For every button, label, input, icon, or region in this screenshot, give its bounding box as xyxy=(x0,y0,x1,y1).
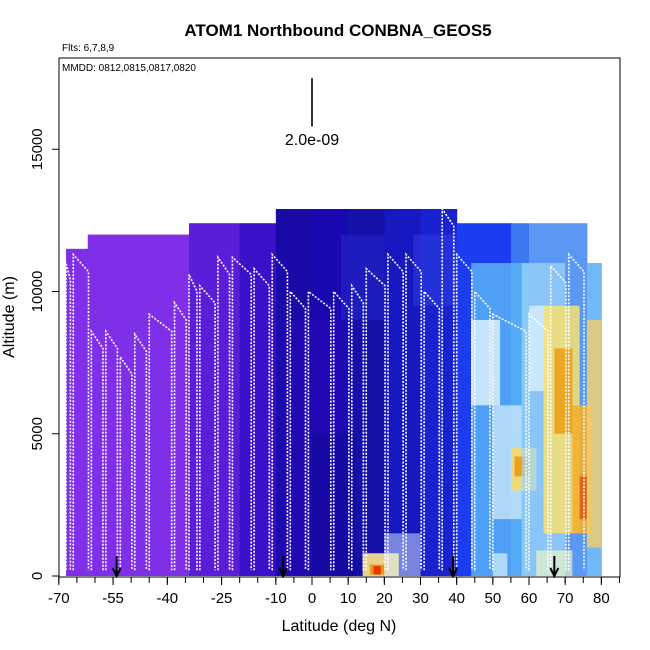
curtain-patch xyxy=(492,553,508,576)
arrow-markers xyxy=(111,556,560,579)
x-tick-label: 0 xyxy=(308,590,316,607)
y-axis-label: Altitude (m) xyxy=(1,276,18,358)
arrow-head xyxy=(448,567,458,579)
x-tick-label: -40 xyxy=(156,590,178,607)
chart-title: ATOM1 Northbound CONBNA_GEOS5 xyxy=(184,21,491,40)
flights-label: Flts: 6,7,8,9 xyxy=(62,43,115,54)
x-tick-label: -70 xyxy=(48,590,70,607)
curtain-patch xyxy=(471,319,501,406)
x-tick-label: -25 xyxy=(211,590,233,607)
x-tick-label: 60 xyxy=(521,590,538,607)
x-tick-label: 70 xyxy=(557,590,574,607)
curtain-column xyxy=(87,234,150,576)
curtain-column xyxy=(239,223,277,576)
y-tick-label: 10000 xyxy=(29,271,46,313)
flight-track-path xyxy=(65,206,585,571)
x-tick-label: 50 xyxy=(485,590,502,607)
y-tick-label: 5000 xyxy=(29,417,46,450)
curtain-column xyxy=(66,248,89,576)
y-tick-label: 0 xyxy=(29,572,46,580)
arrow-head xyxy=(111,567,122,579)
x-tick-label: 40 xyxy=(448,590,465,607)
x-tick-label: 80 xyxy=(593,590,610,607)
x-tick-label: 20 xyxy=(376,590,393,607)
curtain-column xyxy=(149,234,190,576)
x-tick-label: 30 xyxy=(412,590,429,607)
flight-tracks xyxy=(65,206,585,571)
x-tick-label: 10 xyxy=(340,590,357,607)
dates-label: MMDD: 0812,0815,0817,0820 xyxy=(62,63,196,74)
y-axis: 0 5000 10000 15000 xyxy=(29,128,60,580)
x-tick-label: -55 xyxy=(102,590,124,607)
x-axis: -70 -55 -40 -25 -10 0 10 20 30 40 50 60 70 80 xyxy=(48,576,620,607)
curtain-patch xyxy=(586,319,602,548)
y-tick-label: 15000 xyxy=(29,128,46,170)
x-tick-label: -10 xyxy=(265,590,287,607)
curtain-patch xyxy=(373,566,381,575)
arrow-head xyxy=(549,567,560,579)
curtain-patch xyxy=(554,348,573,434)
x-axis-label: Latitude (deg N) xyxy=(282,618,397,635)
arrow-head xyxy=(278,567,288,579)
curtain-patch xyxy=(340,234,385,320)
scale-bar-label: 2.0e-09 xyxy=(285,132,339,149)
